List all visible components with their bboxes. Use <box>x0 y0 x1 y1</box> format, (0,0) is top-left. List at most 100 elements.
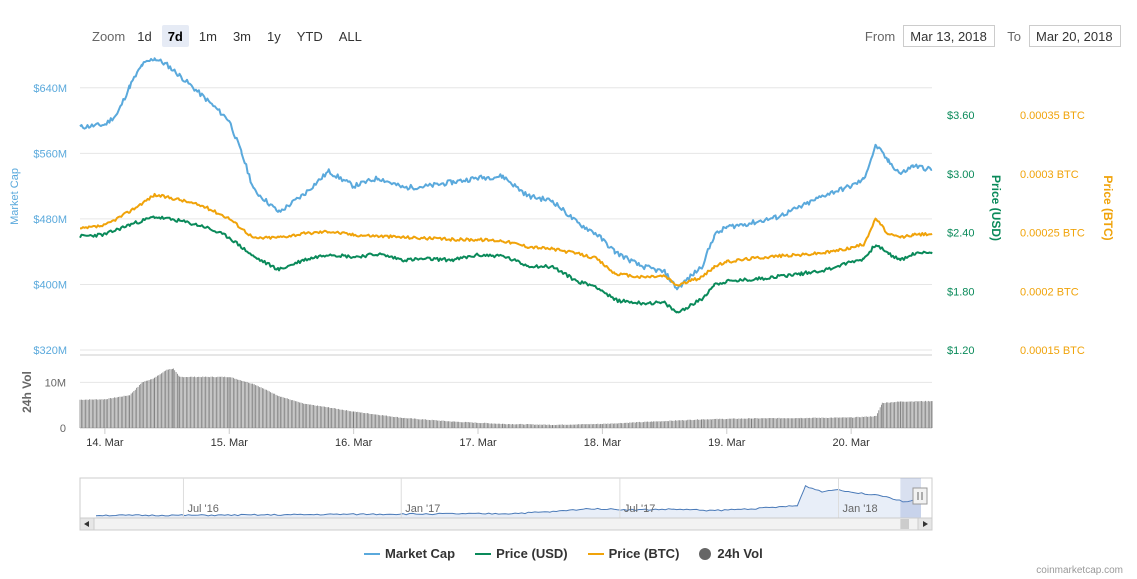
volume-bar <box>329 408 331 428</box>
volume-bar <box>792 418 794 428</box>
zoom-1y-button[interactable]: 1y <box>267 28 281 44</box>
volume-bar <box>817 417 819 428</box>
volume-bar <box>136 387 138 428</box>
zoom-1d-button[interactable]: 1d <box>137 28 152 44</box>
volume-bar <box>101 399 103 428</box>
volume-bar <box>847 417 849 428</box>
volume-bar <box>137 386 139 428</box>
volume-bar <box>875 415 877 428</box>
volume-bar <box>228 377 230 428</box>
volume-bar <box>272 393 274 428</box>
volume-bar <box>803 418 805 428</box>
volume-bar <box>869 416 871 428</box>
market-cap-swatch <box>364 552 380 555</box>
volume-bar <box>351 411 353 428</box>
volume-bar <box>422 419 423 428</box>
volume-bar <box>158 375 160 428</box>
volume-bar <box>403 418 404 428</box>
volume-bar <box>904 401 906 428</box>
volume-bar <box>581 424 582 428</box>
volume-bar <box>822 417 824 428</box>
volume-bar <box>814 417 816 428</box>
volume-bar <box>112 397 114 428</box>
volume-bar <box>525 424 527 428</box>
volume-bar <box>778 417 780 428</box>
volume-bar <box>863 416 864 428</box>
volume-bar <box>694 419 695 428</box>
volume-bar <box>220 376 221 428</box>
volume-bar <box>373 414 375 428</box>
volume-bar <box>831 417 832 428</box>
volume-bar <box>116 397 118 428</box>
volume-bar <box>314 405 316 428</box>
volume-bar <box>707 419 708 428</box>
legend-item-price-btc[interactable]: Price (BTC) <box>587 546 680 561</box>
volume-bar <box>520 423 522 428</box>
volume-bar <box>596 424 597 428</box>
volume-bar <box>777 417 779 428</box>
volume-bar <box>843 417 845 428</box>
volume-bar <box>195 377 197 428</box>
volume-bar <box>469 422 470 428</box>
volume-bar <box>677 420 679 428</box>
volume-bar <box>159 374 161 428</box>
volume-bar <box>426 419 428 428</box>
volume-bar <box>207 376 209 428</box>
legend-item-market-cap[interactable]: Market Cap <box>364 546 455 561</box>
volume-bar <box>625 422 627 428</box>
volume-bar <box>435 420 437 428</box>
volume-bar <box>214 377 216 428</box>
volume-bar <box>645 421 647 428</box>
volume-bar <box>358 412 360 428</box>
volume-bar <box>310 404 312 428</box>
volume-bar <box>762 418 764 428</box>
legend-item-volume[interactable]: 24h Vol <box>699 546 763 561</box>
volume-bar <box>407 418 408 428</box>
volume-bar <box>390 416 392 428</box>
volume-bar <box>377 414 379 428</box>
zoom-ytd-button[interactable]: YTD <box>296 28 323 44</box>
y-tick-label-price-btc: 0.00015 BTC <box>1020 345 1085 357</box>
volume-bar <box>114 397 115 428</box>
volume-bar <box>172 368 174 428</box>
volume-bar <box>711 419 712 428</box>
volume-bar <box>192 377 194 428</box>
volume-bar <box>238 379 240 428</box>
to-label: To <box>1007 28 1021 44</box>
volume-bar <box>485 422 487 428</box>
zoom-all-button[interactable]: ALL <box>338 28 362 44</box>
volume-bar <box>543 424 545 428</box>
volume-bar <box>927 400 929 428</box>
volume-bar <box>555 425 556 428</box>
volume-bar <box>502 423 504 428</box>
volume-bar <box>82 399 84 428</box>
volume-bar <box>712 419 714 428</box>
navigator-handle <box>912 487 928 505</box>
volume-bar <box>583 424 585 428</box>
volume-bar <box>140 383 142 428</box>
volume-bar <box>901 401 903 428</box>
zoom-1m-button[interactable]: 1m <box>198 28 217 44</box>
volume-bar <box>538 424 539 428</box>
volume-bar <box>175 371 177 428</box>
volume-bar <box>111 398 113 428</box>
y-tick-label-market-cap: $400M <box>33 279 67 291</box>
volume-bar <box>181 376 183 428</box>
volume-bar <box>571 424 573 428</box>
y-tick-label-market-cap: $560M <box>33 148 67 160</box>
volume-bar <box>722 418 723 428</box>
volume-bar <box>865 416 867 428</box>
volume-bar <box>900 401 902 428</box>
volume-bar <box>360 412 361 428</box>
zoom-7d-button[interactable]: 7d <box>161 25 189 47</box>
volume-bar <box>416 419 418 428</box>
to-date-input[interactable] <box>1029 25 1121 47</box>
legend-item-price-usd[interactable]: Price (USD) <box>475 546 568 561</box>
volume-bar <box>809 417 811 428</box>
volume-bar <box>850 417 852 428</box>
volume-bar <box>478 422 480 428</box>
zoom-3m-button[interactable]: 3m <box>232 28 251 44</box>
from-date-input[interactable] <box>903 25 996 47</box>
legend-label-price-btc: Price (BTC) <box>608 546 680 561</box>
volume-bar <box>621 423 622 428</box>
